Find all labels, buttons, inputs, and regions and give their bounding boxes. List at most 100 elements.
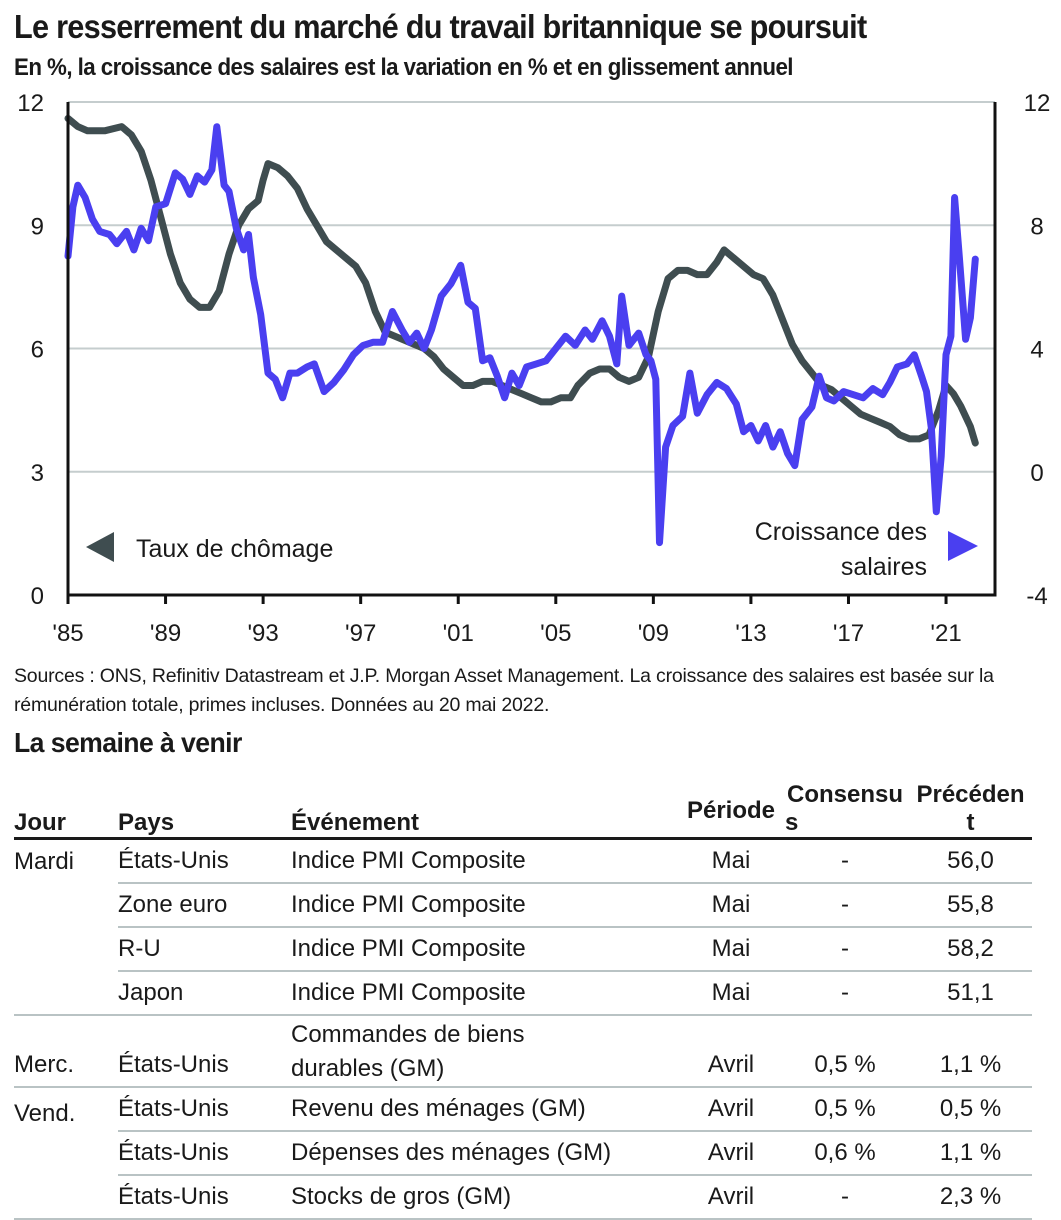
- day-cell: [14, 927, 118, 971]
- country-cell: Japon: [118, 971, 291, 1016]
- week-ahead-table: Jour Pays Événement Période Consensu s P…: [14, 763, 1032, 1220]
- header-day: Jour: [14, 763, 118, 840]
- period-cell: Avril: [681, 1175, 781, 1220]
- event-line-2: durables (GM): [291, 1055, 445, 1082]
- wage-growth-line: [64, 123, 979, 547]
- axes: [66, 102, 997, 597]
- chart-subtitle: En %, la croissance des salaires est la …: [14, 54, 794, 81]
- consensus-cell: -: [781, 971, 909, 1016]
- left-tick-label: 0: [31, 583, 44, 610]
- previous-cell: 2,3 %: [909, 1175, 1032, 1220]
- chart-title: Le resserrement du marché du travail bri…: [14, 8, 867, 45]
- x-tick-label: '17: [833, 620, 864, 647]
- x-tick-label: '89: [150, 620, 181, 647]
- x-tick-label: '85: [52, 620, 83, 647]
- header-consensus: Consensu s: [781, 763, 909, 840]
- event-cell: Commandes de biens durables (GM): [291, 1015, 681, 1088]
- country-cell: États-Unis: [118, 838, 291, 884]
- period-cell: Avril: [681, 1015, 781, 1088]
- legend-label-wage-growth: salaires: [841, 553, 927, 581]
- table-row: Mardi États-Unis Indice PMI Composite Mai -5…: [14, 838, 1032, 884]
- x-tick-label: '01: [443, 620, 474, 647]
- gridlines: [68, 101, 995, 473]
- header-previous: Précéden t: [909, 763, 1032, 840]
- consensus-cell: -: [781, 838, 909, 884]
- day-cell: [14, 1131, 118, 1175]
- previous-cell: 58,2: [909, 927, 1032, 972]
- left-tick-label: 6: [31, 337, 44, 364]
- x-tick-label: '21: [930, 620, 961, 647]
- period-cell: Mai: [681, 883, 781, 928]
- x-tick-label: '13: [735, 620, 766, 647]
- event-cell: Indice PMI Composite: [291, 971, 681, 1016]
- consensus-cell: 0,5 %: [781, 1087, 909, 1132]
- table-row: Japon Indice PMI Composite Mai -51,1: [14, 971, 1032, 1016]
- period-cell: Mai: [681, 927, 781, 972]
- period-cell: Mai: [681, 971, 781, 1016]
- left-axis-ticks: 0 3 6 9 12: [17, 90, 44, 610]
- header-period-label: Période: [686, 797, 776, 824]
- country-cell: Zone euro: [118, 883, 291, 928]
- previous-cell: 55,8: [909, 883, 1032, 928]
- previous-cell: 1,1 %: [909, 1131, 1032, 1176]
- table-row: Vend. États-Unis Revenu des ménages (GM) Av…: [14, 1087, 1032, 1132]
- previous-cell: 56,0: [909, 838, 1032, 884]
- x-tick-label: '93: [247, 620, 278, 647]
- header-consensus-line1: Consensu: [786, 781, 903, 808]
- period-cell: Avril: [681, 1131, 781, 1176]
- consensus-cell: -: [781, 927, 909, 972]
- right-tick-label: 0: [1030, 460, 1043, 487]
- x-axis-ticks: '85 '89 '93 '97 '01 '05 '09 '13 '17 '21: [52, 595, 962, 647]
- country-cell: États-Unis: [118, 1175, 291, 1220]
- day-cell: [14, 971, 118, 1016]
- legend: Taux de chômage Croissance des salaires: [86, 518, 978, 581]
- day-cell: Mardi: [14, 848, 75, 875]
- right-tick-label: -4: [1026, 583, 1047, 610]
- legend-label-unemployment: Taux de chômage: [136, 535, 333, 563]
- right-axis-ticks: -4 0 4 8 12: [1024, 90, 1051, 610]
- day-cell: [14, 883, 118, 927]
- week-ahead-title: La semaine à venir: [14, 727, 242, 758]
- event-line-1: Commandes de biens: [291, 1021, 525, 1048]
- day-cell: Merc.: [14, 1015, 118, 1088]
- left-triangle-icon: [86, 532, 114, 562]
- period-cell: Avril: [681, 1087, 781, 1132]
- left-tick-label: 3: [31, 460, 44, 487]
- right-tick-label: 4: [1030, 337, 1043, 364]
- previous-cell: 51,1: [909, 971, 1032, 1016]
- event-cell: Indice PMI Composite: [291, 883, 681, 928]
- event-cell: Indice PMI Composite: [291, 838, 681, 884]
- table-body: Mardi États-Unis Indice PMI Composite Mai -5…: [14, 838, 1032, 1220]
- table-row: Merc. États-Unis Commandes de biens durable…: [14, 1015, 1032, 1088]
- event-cell: Stocks de gros (GM): [291, 1175, 681, 1220]
- period-cell: Mai: [681, 838, 781, 884]
- day-cell: [14, 1175, 118, 1220]
- x-tick-label: '97: [345, 620, 376, 647]
- day-cell: Vend.: [14, 1100, 76, 1127]
- table-row: Zone euro Indice PMI Composite Mai -55,8: [14, 883, 1032, 928]
- header-period: Période: [681, 763, 781, 840]
- table-row: États-Unis Dépenses des ménages (GM) Avril…: [14, 1131, 1032, 1176]
- country-cell: R-U: [118, 927, 291, 972]
- consensus-cell: 0,6 %: [781, 1131, 909, 1176]
- previous-cell: 1,1 %: [909, 1015, 1032, 1088]
- right-tick-label: 8: [1030, 213, 1043, 240]
- header-previous-line2: t: [966, 809, 975, 836]
- consensus-cell: -: [781, 1175, 909, 1220]
- country-cell: États-Unis: [118, 1087, 291, 1132]
- previous-cell: 0,5 %: [909, 1087, 1032, 1132]
- header-country: Pays: [118, 763, 291, 840]
- table-row: R-U Indice PMI Composite Mai -58,2: [14, 927, 1032, 972]
- header-previous-line1: Précéden: [916, 781, 1025, 808]
- left-tick-label: 12: [17, 90, 44, 117]
- consensus-cell: 0,5 %: [781, 1015, 909, 1088]
- event-cell: Revenu des ménages (GM): [291, 1087, 681, 1132]
- series-layer: [64, 114, 979, 547]
- consensus-cell: -: [781, 883, 909, 928]
- x-tick-label: '09: [638, 620, 669, 647]
- event-cell: Dépenses des ménages (GM): [291, 1131, 681, 1176]
- right-triangle-icon: [948, 531, 978, 561]
- country-cell: États-Unis: [118, 1131, 291, 1176]
- right-tick-label: 12: [1024, 90, 1051, 117]
